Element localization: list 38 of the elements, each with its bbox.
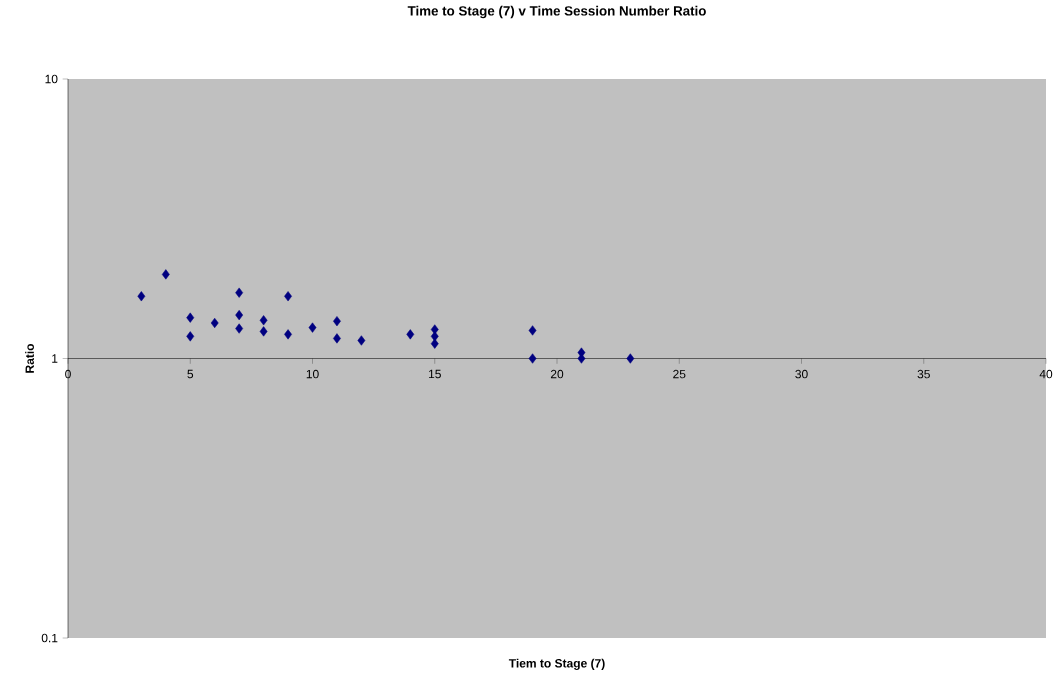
point (259, 326, 268, 337)
point (161, 269, 170, 280)
point (430, 324, 439, 335)
point (284, 329, 292, 340)
x-tick-label: 5 (187, 369, 194, 379)
x-tick-label: 25 (673, 369, 686, 379)
y-axis-title: Ratio (25, 343, 34, 373)
point (626, 353, 635, 364)
point (333, 333, 341, 344)
x-tick-label: 30 (795, 369, 808, 379)
point (528, 325, 537, 336)
x-tick-label: 35 (917, 369, 930, 379)
point (357, 335, 366, 346)
point (235, 287, 244, 298)
x-axis-title: Tiem to Stage (7) (508, 658, 605, 670)
y-tick-label: 10 (45, 74, 58, 84)
y-tick-label: 1 (52, 354, 58, 363)
point (235, 310, 244, 321)
point (406, 329, 415, 340)
point (528, 353, 537, 364)
point (430, 331, 439, 342)
y-tick-label: 0.1 (41, 633, 58, 643)
point (430, 338, 439, 349)
point (308, 322, 317, 333)
x-tick-label: 0 (65, 369, 71, 379)
x-tick-label: 20 (550, 369, 564, 379)
point (235, 323, 244, 334)
x-tick-label: 10 (306, 369, 319, 379)
point (259, 315, 268, 326)
point (186, 331, 195, 342)
point (333, 316, 341, 327)
x-tick-label: 15 (429, 369, 441, 379)
x-tick-label: 40 (1039, 369, 1053, 379)
chart-title: Time to Stage (7) v Time Session Number Ratio (407, 5, 706, 19)
point (137, 291, 146, 302)
point (210, 317, 219, 329)
point (284, 291, 292, 302)
point (186, 312, 195, 323)
